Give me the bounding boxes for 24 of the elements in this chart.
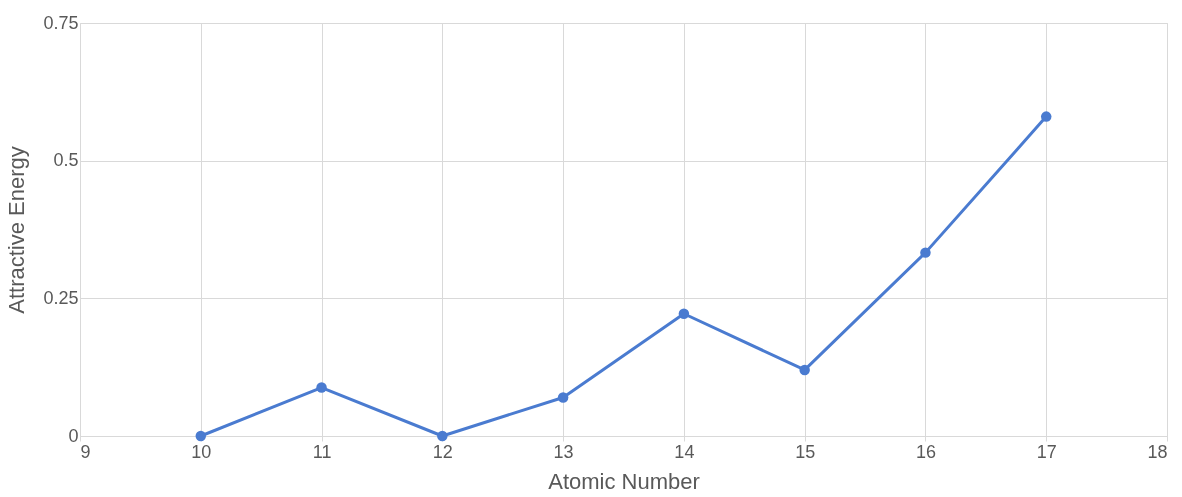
point <box>799 364 810 376</box>
x-tick-label: 16 <box>915 441 936 462</box>
point <box>195 430 207 442</box>
y-tick-label: 0.5 <box>53 150 79 171</box>
x-tick-label: 15 <box>795 441 816 462</box>
x-tick-label: 14 <box>674 441 695 462</box>
y-axis-title: Attractive Energy <box>4 146 30 314</box>
point <box>1040 111 1052 122</box>
x-tick-label: 18 <box>1147 441 1168 462</box>
point <box>437 430 448 442</box>
point <box>316 382 327 393</box>
x-tick-label: 10 <box>191 441 212 462</box>
x-tick-label: 11 <box>312 441 332 462</box>
x-tick-label: 17 <box>1036 441 1057 462</box>
y-tick-label: 0.25 <box>43 287 79 308</box>
y-tick-label: 0.75 <box>43 12 79 33</box>
x-tick-label: 12 <box>432 441 453 462</box>
x-axis-title: Atomic Number <box>548 468 700 494</box>
point <box>557 392 569 403</box>
y-tick-label: 0 <box>68 425 79 446</box>
x-tick-label: 13 <box>553 441 574 462</box>
point <box>920 247 931 258</box>
x-tick-label: 9 <box>80 441 91 462</box>
point <box>678 308 690 319</box>
